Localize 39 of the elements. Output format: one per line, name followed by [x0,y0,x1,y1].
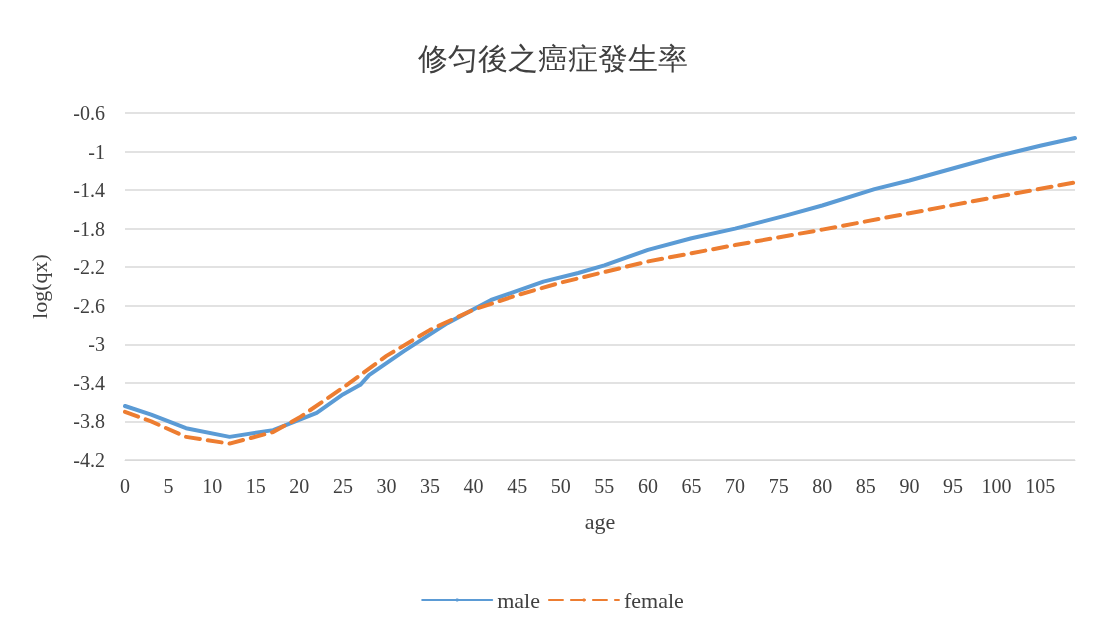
y-tick-label: -0.6 [73,102,105,124]
x-tick-label: 45 [507,475,528,497]
chart-title: 修匀後之癌症發生率 [417,41,688,75]
x-tick-label: 40 [463,475,484,497]
x-tick-label: 100 [981,475,1012,497]
legend-label: male [497,587,540,613]
y-tick-label: -2.2 [73,256,105,279]
x-tick-label: 65 [681,475,702,497]
x-tick-label: 105 [1025,475,1056,497]
x-tick-label: 75 [768,475,789,497]
y-axis-title: log(qx) [26,254,52,319]
y-tick-label: -3 [88,333,105,356]
x-tick-label: 60 [637,475,658,497]
x-tick-label: 70 [725,475,746,497]
y-tick-label: -3.4 [73,371,105,394]
x-tick-label: 30 [376,475,397,497]
x-tick-label: 15 [245,475,266,497]
x-tick-label: 5 [163,475,174,497]
y-tick-label: -2.6 [73,294,105,317]
y-tick-label: -4.2 [73,449,105,471]
line-series [123,136,1077,439]
y-tick-label: -1 [88,140,105,163]
x-tick-label: 10 [202,475,223,497]
y-tick-label: -1.8 [73,217,105,240]
x-tick-label: 85 [855,475,876,497]
x-tick-label: 0 [120,475,130,497]
x-tick-label: 90 [899,475,920,497]
x-tick-label: 35 [420,475,441,497]
y-tick-label: -3.8 [73,410,105,433]
x-tick-label: 25 [332,475,353,497]
x-axis-title: age [584,508,616,534]
x-tick-label: 80 [812,475,833,497]
line-series [123,180,1077,446]
y-tick-label: -1.4 [73,179,105,202]
x-tick-label: 50 [550,475,571,497]
x-tick-label: 55 [594,475,615,497]
x-tick-label: 20 [289,475,310,497]
legend-label: female [623,587,684,613]
x-tick-label: 95 [942,475,963,497]
